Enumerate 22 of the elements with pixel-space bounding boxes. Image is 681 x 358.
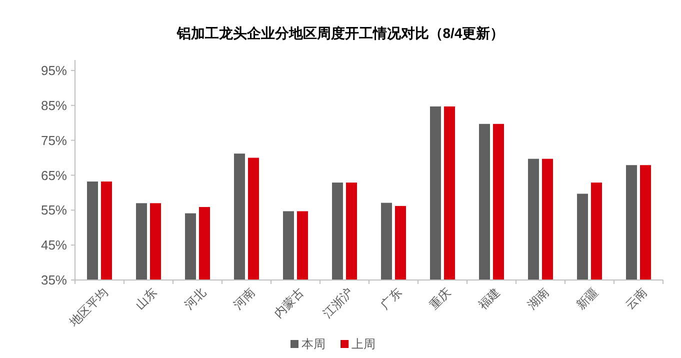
x-tick-label: 湖南 [524,285,552,312]
x-tick-label: 福建 [476,285,503,312]
y-tick-label: 85% [40,98,68,113]
x-tick-label: 广东 [378,285,405,312]
x-tick-label: 地区平均 [66,285,111,330]
x-tick-label: 河南 [230,285,258,312]
x-tick-label: 江浙沪 [320,285,356,321]
chart-title: 铝加工龙头企业分地区周度开工情况对比（8/4更新） [176,25,504,41]
y-tick-label: 55% [40,202,68,218]
x-tick-label: 山东 [132,285,160,312]
y-tick-label: 65% [40,168,68,183]
x-tick-label: 河北 [182,285,209,312]
y-tick-label: 95% [40,63,68,78]
y-tick-label: 75% [40,132,68,148]
x-tick-label: 新疆 [574,285,601,312]
x-tick-label: 云南 [622,285,650,312]
y-tick-label: 45% [40,238,68,253]
y-tick-label: 35% [40,272,68,288]
legend-label: 本周 [302,337,326,351]
x-tick-label: 重庆 [426,285,454,312]
legend-label: 上周 [352,337,376,351]
x-tick-label: 内蒙古 [271,285,307,321]
